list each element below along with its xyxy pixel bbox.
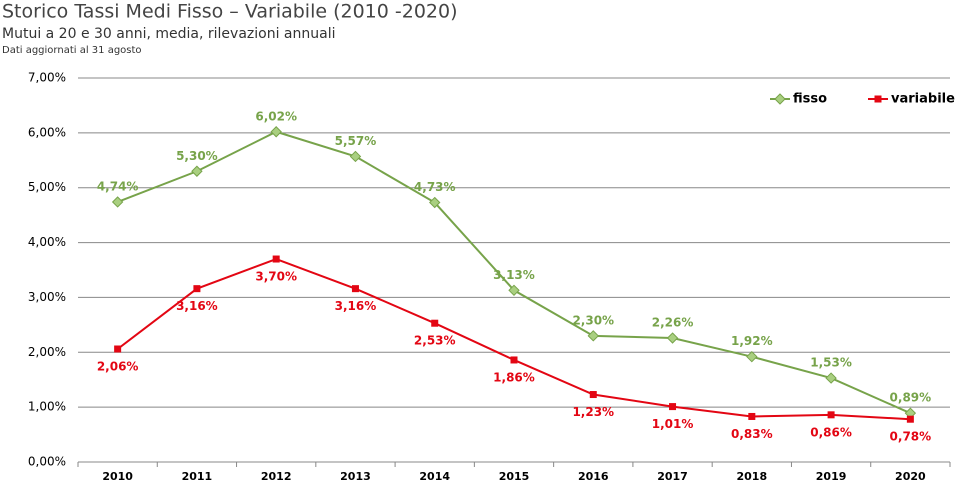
y-tick-label: 1,00%	[28, 400, 66, 414]
point	[431, 319, 439, 327]
point	[587, 330, 599, 342]
x-tick-label: 2011	[182, 470, 213, 483]
series-line	[117, 257, 911, 421]
point	[193, 285, 201, 293]
x-tick-label: 2019	[816, 470, 847, 483]
value-label: 1,01%	[652, 417, 694, 431]
point	[351, 285, 359, 293]
value-label: 6,02%	[255, 109, 297, 123]
value-label: 0,86%	[810, 425, 852, 439]
value-label: 1,92%	[731, 334, 773, 348]
point	[906, 415, 914, 423]
y-tick-label: 0,00%	[28, 455, 66, 469]
value-label: 3,16%	[335, 299, 377, 313]
x-tick-label: 2012	[261, 470, 292, 483]
value-label: 1,23%	[572, 405, 614, 419]
point	[111, 196, 124, 208]
value-label: 4,74%	[97, 179, 139, 193]
legend-marker	[774, 93, 786, 105]
legend-label: variabile	[891, 92, 955, 107]
value-label: 3,16%	[176, 299, 218, 313]
value-label: 5,57%	[335, 134, 377, 148]
value-label: 3,70%	[255, 270, 297, 284]
value-label: 0,78%	[890, 430, 932, 444]
x-tick-label: 2020	[895, 470, 926, 483]
point	[191, 165, 203, 177]
x-tick-label: 2018	[737, 470, 768, 483]
chart-note: Dati aggiornati al 31 agosto	[2, 45, 142, 56]
x-tick-label: 2010	[102, 470, 133, 483]
value-label: 5,30%	[176, 149, 218, 163]
point	[748, 412, 756, 420]
value-label: 4,73%	[414, 180, 456, 194]
point	[114, 345, 122, 353]
point	[746, 350, 758, 363]
value-label: 0,83%	[731, 427, 773, 441]
point	[349, 150, 362, 163]
x-tick-label: 2016	[578, 470, 609, 483]
point	[589, 391, 597, 399]
value-label: 2,26%	[652, 316, 694, 330]
y-tick-label: 2,00%	[28, 345, 66, 359]
chart-title: Storico Tassi Medi Fisso – Variabile (20…	[2, 1, 458, 23]
value-label: 0,89%	[890, 391, 932, 405]
point	[508, 284, 520, 297]
chart-subtitle: Mutui a 20 e 30 anni, media, rilevazioni…	[2, 26, 335, 42]
value-label: 1,86%	[493, 370, 535, 384]
point	[825, 372, 837, 384]
value-label: 2,53%	[414, 334, 456, 348]
y-tick-label: 7,00%	[28, 71, 66, 85]
legend-label: fisso	[793, 92, 827, 107]
y-tick-label: 3,00%	[28, 290, 66, 304]
point	[510, 356, 518, 364]
legend-marker	[874, 95, 882, 103]
point	[827, 411, 835, 419]
point	[429, 196, 441, 209]
point	[669, 403, 677, 411]
point	[666, 332, 679, 344]
value-label: 1,53%	[810, 356, 852, 370]
x-tick-label: 2014	[419, 470, 450, 483]
value-label: 3,13%	[493, 268, 535, 282]
x-tick-label: 2017	[657, 470, 688, 483]
y-tick-label: 6,00%	[28, 125, 66, 139]
y-tick-label: 4,00%	[28, 235, 66, 249]
point	[272, 255, 280, 263]
x-tick-label: 2015	[499, 470, 530, 483]
y-tick-label: 5,00%	[28, 180, 66, 194]
x-tick-label: 2013	[340, 470, 371, 483]
value-label: 2,30%	[572, 313, 614, 327]
point	[270, 126, 282, 138]
value-label: 2,06%	[97, 359, 139, 373]
